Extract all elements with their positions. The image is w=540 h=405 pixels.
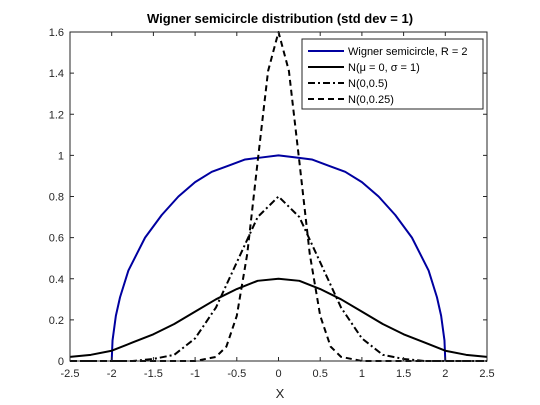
x-tick-label: 0.5 <box>313 368 328 380</box>
y-tick-label: 1.4 <box>49 68 64 80</box>
x-tick-label: 0 <box>275 368 281 380</box>
x-axis-title: X <box>276 386 285 401</box>
chart-title: Wigner semicircle distribution (std dev … <box>147 11 413 26</box>
y-tick-label: 1.6 <box>49 27 64 39</box>
x-tick-label: -1.5 <box>144 368 163 380</box>
y-tick-label: 0.6 <box>49 233 64 245</box>
legend-label-1: N(μ = 0, σ = 1) <box>348 62 420 74</box>
legend: Wigner semicircle, R = 2 N(μ = 0, σ = 1) N… <box>301 38 484 110</box>
y-tick-label: 1 <box>58 150 64 162</box>
y-tick-label: 0 <box>58 356 64 368</box>
x-tick-label: 2.5 <box>479 368 494 380</box>
axis-layer: -2.5 -2 -1.5 -1 -0.5 0 0.5 1 1.5 2 2.5 0 0.2 0.4 0.6 0.… <box>49 27 495 380</box>
x-tick-label: 1.5 <box>396 368 411 380</box>
x-tick-label: -0.5 <box>227 368 246 380</box>
x-tick-label: -2.5 <box>61 368 80 380</box>
legend-label-2: N(0,0.5) <box>348 78 388 90</box>
y-tick-label: 0.2 <box>49 315 64 327</box>
x-tick-label: -1 <box>190 368 200 380</box>
x-tick-label: 2 <box>442 368 448 380</box>
x-tick-label: -2 <box>107 368 117 380</box>
y-tick-label: 0.4 <box>49 274 64 286</box>
legend-label-3: N(0,0.25) <box>348 94 394 106</box>
legend-label-0: Wigner semicircle, R = 2 <box>348 46 468 58</box>
x-tick-label: 1 <box>359 368 365 380</box>
series-line-1 <box>69 277 488 358</box>
series-line-0 <box>110 154 447 362</box>
y-tick-label: 0.8 <box>49 192 64 204</box>
y-tick-label: 1.2 <box>49 109 64 121</box>
